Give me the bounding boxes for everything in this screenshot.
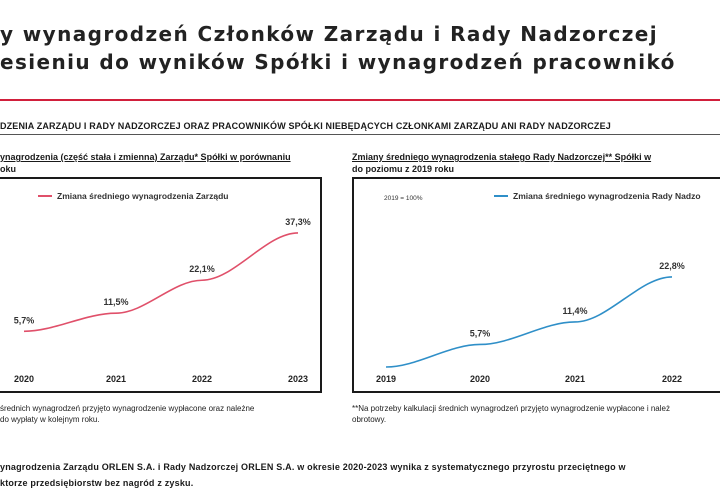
right-chart-subtitle-line1: Zmiany średniego wynagrodzenia stałego R… (352, 152, 652, 162)
title-divider (0, 99, 720, 101)
x-tick-label: 2022 (662, 374, 682, 384)
left-chart-frame: Zmiana średniego wynagrodzenia Zarządu 5,… (0, 177, 322, 393)
x-tick-label: 2022 (192, 374, 212, 384)
data-label: 22,1% (189, 264, 215, 274)
base-year-annotation: 2019 = 100% (384, 195, 423, 202)
x-tick-label: 2019 (376, 374, 396, 384)
x-tick-label: 2021 (565, 374, 585, 384)
left-footnote-line1: średnich wynagrodzeń przyjęto wynagrodze… (0, 404, 255, 413)
left-chart-subtitle-line2: oku (0, 164, 17, 174)
right-footnote-line2: obrotowy. (352, 415, 387, 424)
data-label: 37,3% (285, 217, 311, 227)
conclusion-line1: ynagrodzenia Zarządu ORLEN S.A. i Rady N… (0, 462, 626, 472)
right-chart-subtitle-line2: do poziomu z 2019 roku (352, 164, 455, 174)
x-tick-label: 2023 (288, 374, 308, 384)
x-tick-label: 2020 (14, 374, 34, 384)
right-chart-subtitle: Zmiany średniego wynagrodzenia stałego R… (352, 151, 651, 175)
section-heading: DZENIA ZARZĄDU I RADY NADZORCZEJ ORAZ PR… (0, 121, 611, 131)
legend-label: Zmiana średniego wynagrodzenia Zarządu (57, 191, 228, 201)
data-label: 5,7% (14, 315, 35, 325)
left-footnote: średnich wynagrodzeń przyjęto wynagrodze… (0, 403, 254, 425)
data-label: 11,4% (562, 306, 587, 316)
data-label: 11,5% (103, 297, 128, 307)
left-chart-subtitle-line1: ynagrodzenia (część stała i zmienna) Zar… (0, 152, 291, 162)
section-rule (0, 134, 720, 135)
legend-label: Zmiana średniego wynagrodzenia Rady Nadz… (513, 191, 701, 201)
right-chart-frame: Zmiana średniego wynagrodzenia Rady Nadz… (352, 177, 720, 393)
left-footnote-line2: do wypłaty w kolejnym roku. (0, 415, 100, 424)
right-footnote-line1: **Na potrzeby kalkulacji średnich wynagr… (352, 404, 670, 413)
conclusion-line2: ktorze przedsiębiorstw bez nagród z zysk… (0, 478, 194, 488)
series-line (385, 276, 673, 368)
left-line-chart: Zmiana średniego wynagrodzenia Zarządu 5,… (14, 191, 311, 384)
x-tick-label: 2021 (106, 374, 126, 384)
page-title-line2: esieniu do wyników Spółki i wynagrodzeń … (0, 50, 676, 74)
page-title-line1: y wynagrodzeń Członków Zarządu i Rady Na… (0, 22, 659, 46)
right-footnote: **Na potrzeby kalkulacji średnich wynagr… (352, 403, 670, 425)
x-tick-label: 2020 (470, 374, 490, 384)
series-line (23, 232, 299, 333)
data-label: 5,7% (470, 328, 491, 338)
right-line-chart: Zmiana średniego wynagrodzenia Rady Nadz… (376, 191, 701, 384)
left-chart-subtitle: ynagrodzenia (część stała i zmienna) Zar… (0, 151, 291, 175)
data-label: 22,8% (659, 261, 685, 271)
